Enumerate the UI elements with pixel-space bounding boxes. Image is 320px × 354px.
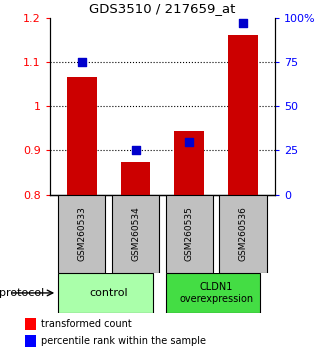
Text: GSM260536: GSM260536 (238, 206, 247, 261)
Bar (219, 195, 267, 273)
Bar (174, 131, 204, 195)
Bar (58, 195, 106, 273)
Text: GSM260535: GSM260535 (185, 206, 194, 261)
Point (240, 20, 245, 26)
Bar (166, 195, 213, 273)
Bar (112, 195, 159, 273)
Point (187, 139, 192, 144)
Text: protocol: protocol (0, 288, 44, 298)
Point (133, 148, 138, 153)
Text: CLDN1
overexpression: CLDN1 overexpression (179, 282, 253, 304)
Bar (25, 319, 36, 330)
Bar (58, 273, 153, 313)
Bar (166, 273, 260, 313)
Text: percentile rank within the sample: percentile rank within the sample (41, 336, 206, 346)
Bar (67, 78, 97, 195)
Bar (228, 35, 258, 195)
Text: GSM260534: GSM260534 (131, 206, 140, 261)
Point (79, 59, 84, 65)
Title: GDS3510 / 217659_at: GDS3510 / 217659_at (89, 2, 236, 15)
Text: GSM260533: GSM260533 (77, 206, 86, 261)
Bar (121, 161, 150, 195)
Text: control: control (89, 288, 128, 298)
Bar (25, 335, 36, 347)
Text: transformed count: transformed count (41, 319, 132, 330)
